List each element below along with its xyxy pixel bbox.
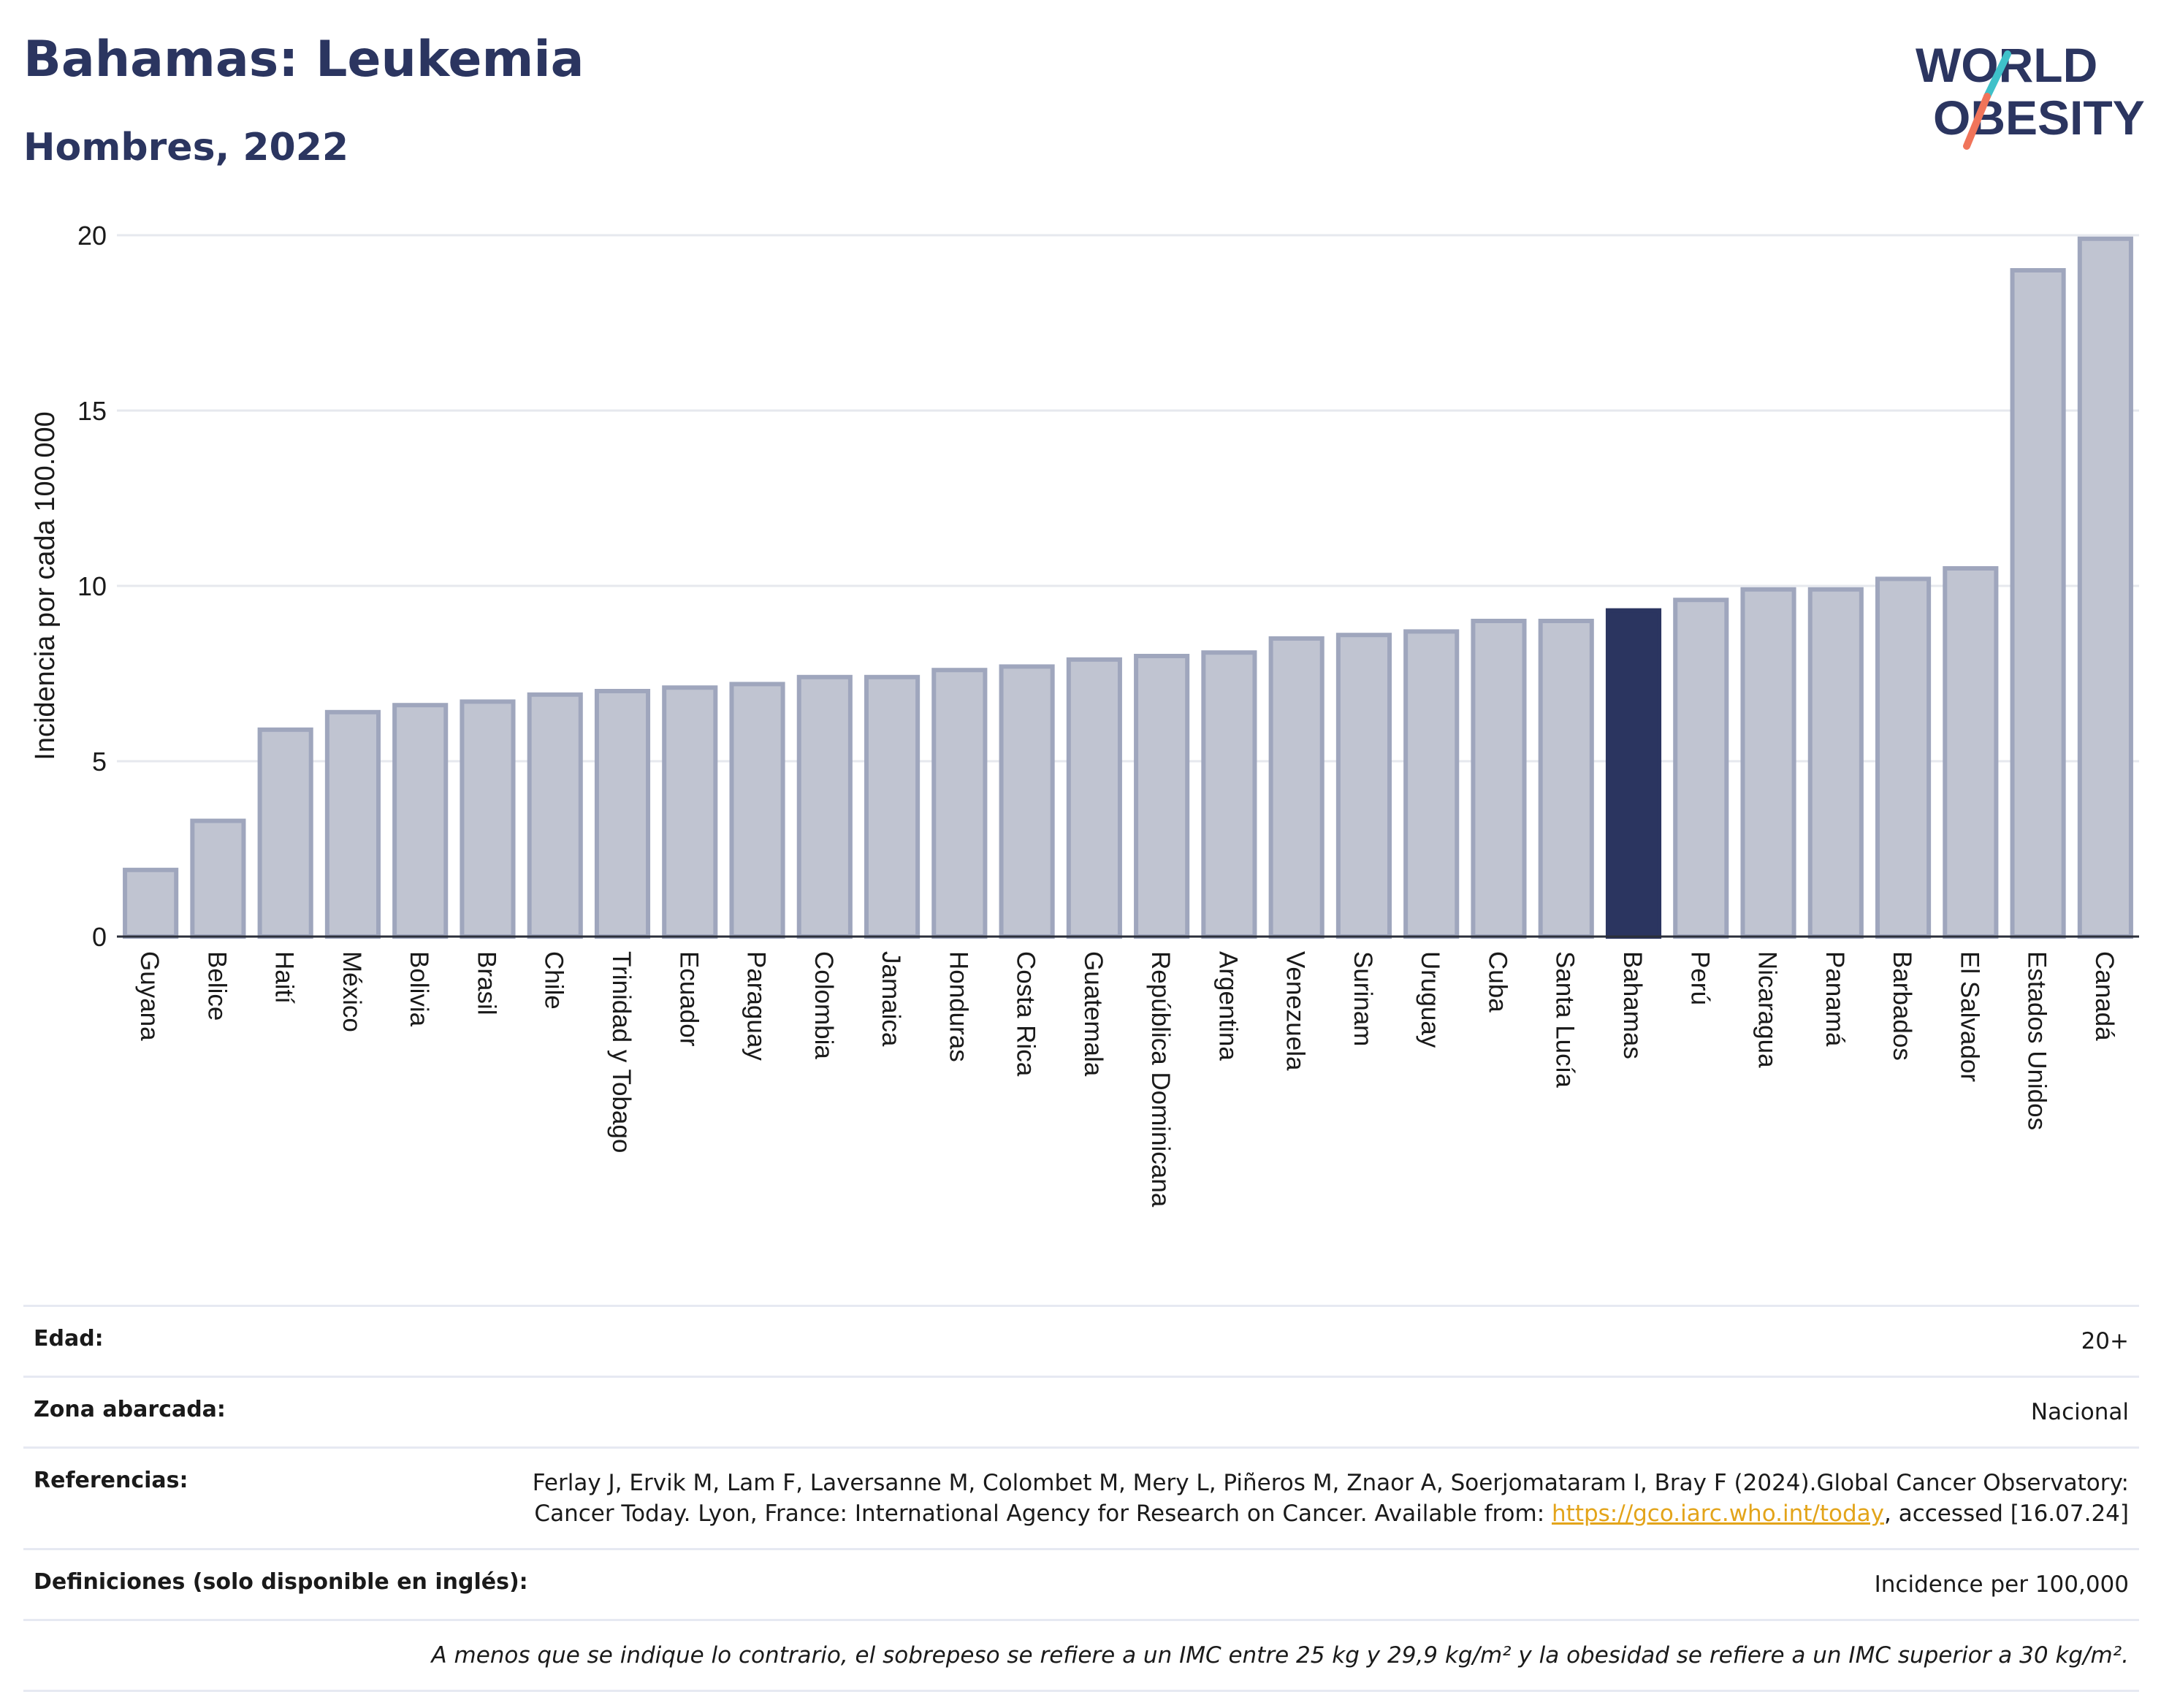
x-tick-label: Ecuador bbox=[674, 951, 703, 1047]
x-tick-label: El Salvador bbox=[1955, 951, 1983, 1082]
bar bbox=[1268, 636, 1325, 939]
bar bbox=[1538, 619, 1594, 939]
bar bbox=[662, 685, 718, 939]
x-tick-label: Bahamas bbox=[1618, 951, 1647, 1059]
info-row-definitions: Definiciones (solo disponible en inglés)… bbox=[23, 1548, 2139, 1619]
bar bbox=[324, 709, 381, 939]
bar bbox=[1134, 654, 1190, 939]
bar bbox=[1335, 633, 1392, 939]
x-tick-label: Guyana bbox=[135, 951, 164, 1041]
world-obesity-logo: WORLD OBESITY bbox=[1916, 38, 2145, 150]
x-tick-label: Perú bbox=[1685, 951, 1714, 1005]
bar-chart: 0 5 10 15 20 Incidencia por cada 100.000 Guyan… bbox=[30, 221, 2139, 1208]
y-tick-label: 15 bbox=[77, 396, 107, 426]
bar bbox=[2010, 268, 2066, 939]
bar bbox=[257, 727, 313, 939]
area-label: Zona abarcada: bbox=[34, 1397, 226, 1422]
x-tick-label: Venezuela bbox=[1281, 951, 1310, 1071]
y-tick-label: 20 bbox=[77, 221, 107, 251]
x-tick-label: Bolivia bbox=[405, 951, 433, 1027]
references-text: Ferlay J, Ervik M, Lam F, Laversanne M, … bbox=[532, 1470, 2129, 1527]
y-axis-label: Incidencia por cada 100.000 bbox=[30, 411, 61, 760]
x-tick-label: Panamá bbox=[1821, 951, 1849, 1047]
bar bbox=[931, 668, 988, 939]
page-subtitle: Hombres, 2022 bbox=[23, 126, 349, 169]
references-tail: , accessed [16.07.24] bbox=[1883, 1501, 2129, 1527]
x-tick-label: Surinam bbox=[1349, 951, 1377, 1046]
bar bbox=[999, 664, 1055, 939]
info-table: Edad: 20+ Zona abarcada: Nacional Refere… bbox=[23, 1305, 2139, 1692]
bar bbox=[1673, 598, 1729, 939]
bar bbox=[1740, 587, 1796, 939]
x-tick-label: Argentina bbox=[1213, 951, 1242, 1061]
x-tick-label: Estados Unidos bbox=[2023, 951, 2051, 1130]
x-tick-label: República Dominicana bbox=[1146, 951, 1175, 1208]
definitions-value: Incidence per 100,000 bbox=[1874, 1571, 2129, 1598]
info-row-references: Referencias: Ferlay J, Ervik M, Lam F, L… bbox=[23, 1446, 2139, 1548]
x-tick-label: Guatemala bbox=[1079, 951, 1108, 1077]
footnote: A menos que se indique lo contrario, el … bbox=[431, 1642, 2129, 1669]
x-tick-label: Costa Rica bbox=[1012, 951, 1040, 1077]
y-tick-label: 0 bbox=[92, 922, 107, 952]
y-tick-label: 10 bbox=[77, 571, 107, 601]
x-tick-label: Canadá bbox=[2090, 951, 2119, 1041]
x-tick-label: Barbados bbox=[1888, 951, 1916, 1061]
bar bbox=[1875, 576, 1932, 939]
y-tick-label: 5 bbox=[92, 747, 107, 777]
x-tick-label: Colombia bbox=[809, 951, 838, 1059]
age-label: Edad: bbox=[34, 1326, 104, 1351]
area-value: Nacional bbox=[2030, 1399, 2129, 1425]
bar bbox=[594, 689, 651, 939]
x-tick-label: Honduras bbox=[944, 951, 972, 1062]
x-tick-label: Jamaica bbox=[877, 951, 905, 1047]
bar bbox=[392, 703, 449, 939]
bar bbox=[2077, 236, 2133, 939]
bar bbox=[1403, 629, 1460, 939]
bar bbox=[527, 692, 583, 939]
logo-line1: WORLD bbox=[1916, 38, 2097, 92]
x-tick-label: Haití bbox=[270, 951, 299, 1004]
bar bbox=[1807, 587, 1864, 939]
references-label: Referencias: bbox=[34, 1468, 188, 1493]
x-tick-label: Trinidad y Tobago bbox=[607, 951, 636, 1153]
x-tick-label: Uruguay bbox=[1416, 951, 1444, 1048]
bar bbox=[190, 818, 246, 939]
bar-highlight bbox=[1605, 608, 1662, 939]
bar bbox=[123, 867, 179, 939]
page-title: Bahamas: Leukemia bbox=[23, 31, 584, 88]
logo-slash-coral bbox=[1963, 93, 1991, 150]
logo-slash-teal bbox=[1983, 50, 2011, 100]
x-tick-label: Nicaragua bbox=[1753, 951, 1782, 1068]
references-value: Ferlay J, Ervik M, Lam F, Laversanne M, … bbox=[478, 1468, 2129, 1529]
definitions-label: Definiciones (solo disponible en inglés)… bbox=[34, 1569, 528, 1595]
x-tick-label: Brasil bbox=[472, 951, 500, 1015]
bar bbox=[460, 699, 516, 939]
x-tick-label: Cuba bbox=[1483, 951, 1512, 1013]
x-tick-label: Santa Lucía bbox=[1551, 951, 1579, 1088]
x-tick-label: México bbox=[338, 951, 366, 1032]
bar bbox=[864, 674, 921, 939]
references-link[interactable]: https://gco.iarc.who.int/today bbox=[1552, 1501, 1884, 1527]
bar bbox=[1471, 619, 1527, 939]
x-tick-label: Belice bbox=[202, 951, 231, 1021]
info-row-age: Edad: 20+ bbox=[23, 1305, 2139, 1376]
bar bbox=[1943, 566, 1999, 939]
x-tick-label: Paraguay bbox=[742, 951, 771, 1061]
info-row-note: A menos que se indique lo contrario, el … bbox=[23, 1619, 2139, 1692]
x-tick-label: Chile bbox=[540, 951, 568, 1010]
bar bbox=[1066, 657, 1122, 939]
bar bbox=[1201, 650, 1257, 939]
age-value: 20+ bbox=[2081, 1328, 2129, 1354]
bar bbox=[729, 682, 785, 939]
info-row-area: Zona abarcada: Nacional bbox=[23, 1376, 2139, 1446]
bar bbox=[796, 674, 853, 939]
